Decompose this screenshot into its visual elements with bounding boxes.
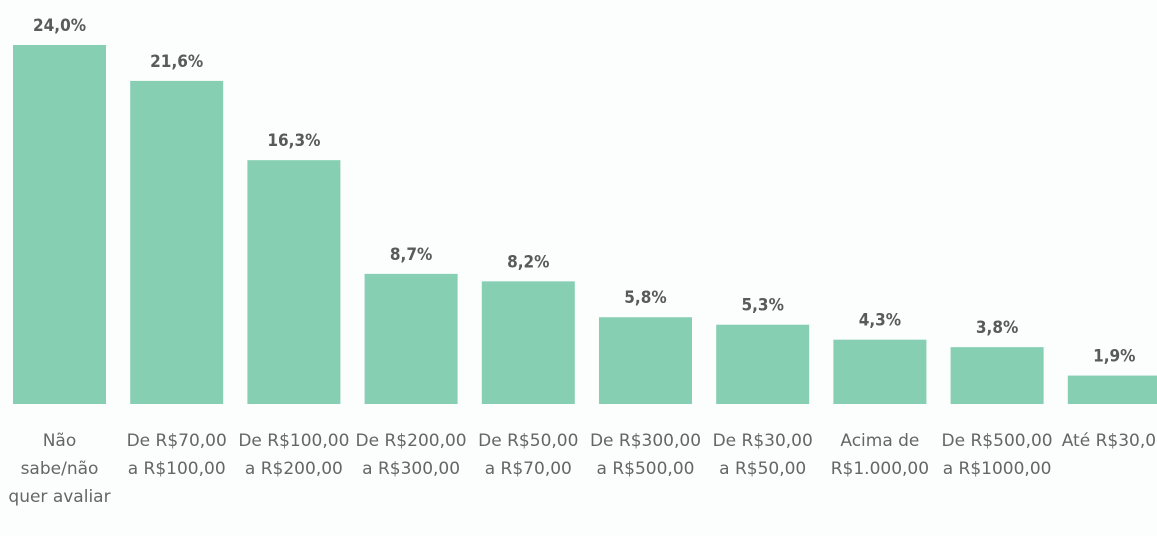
bar xyxy=(950,347,1044,404)
bar xyxy=(716,324,810,404)
category-label: Até R$30,00 xyxy=(1061,431,1157,451)
category-label: Não sabe/não quer avaliar xyxy=(8,431,111,507)
value-label: 5,8% xyxy=(624,288,666,308)
category-label: Acima de R$1.000,00 xyxy=(830,431,930,479)
value-label: 16,3% xyxy=(267,131,320,151)
value-label: 1,9% xyxy=(1093,347,1135,367)
category-label: De R$200,00 a R$300,00 xyxy=(355,431,467,479)
category-label: De R$50,00 a R$70,00 xyxy=(478,431,579,479)
value-label: 3,8% xyxy=(976,318,1018,338)
bar xyxy=(130,80,224,405)
category-label: De R$30,00 a R$50,00 xyxy=(712,431,813,479)
bar xyxy=(833,339,927,404)
bar xyxy=(247,160,341,404)
value-label: 4,3% xyxy=(859,311,901,331)
value-label: 5,3% xyxy=(741,296,783,316)
value-label: 24,0% xyxy=(33,16,86,36)
category-label: De R$300,00 a R$500,00 xyxy=(589,431,702,479)
category-label: De R$500,00 a R$1000,00 xyxy=(941,431,1053,479)
category-label: De R$70,00 a R$100,00 xyxy=(126,431,227,479)
bar xyxy=(1067,375,1157,404)
bar xyxy=(364,273,458,404)
category-label: De R$100,00 a R$200,00 xyxy=(238,431,350,479)
value-label: 21,6% xyxy=(150,52,203,72)
bar xyxy=(599,317,692,404)
bar xyxy=(481,281,575,404)
bar xyxy=(13,45,106,404)
value-label: 8,7% xyxy=(390,245,432,265)
value-label: 8,2% xyxy=(507,252,549,272)
